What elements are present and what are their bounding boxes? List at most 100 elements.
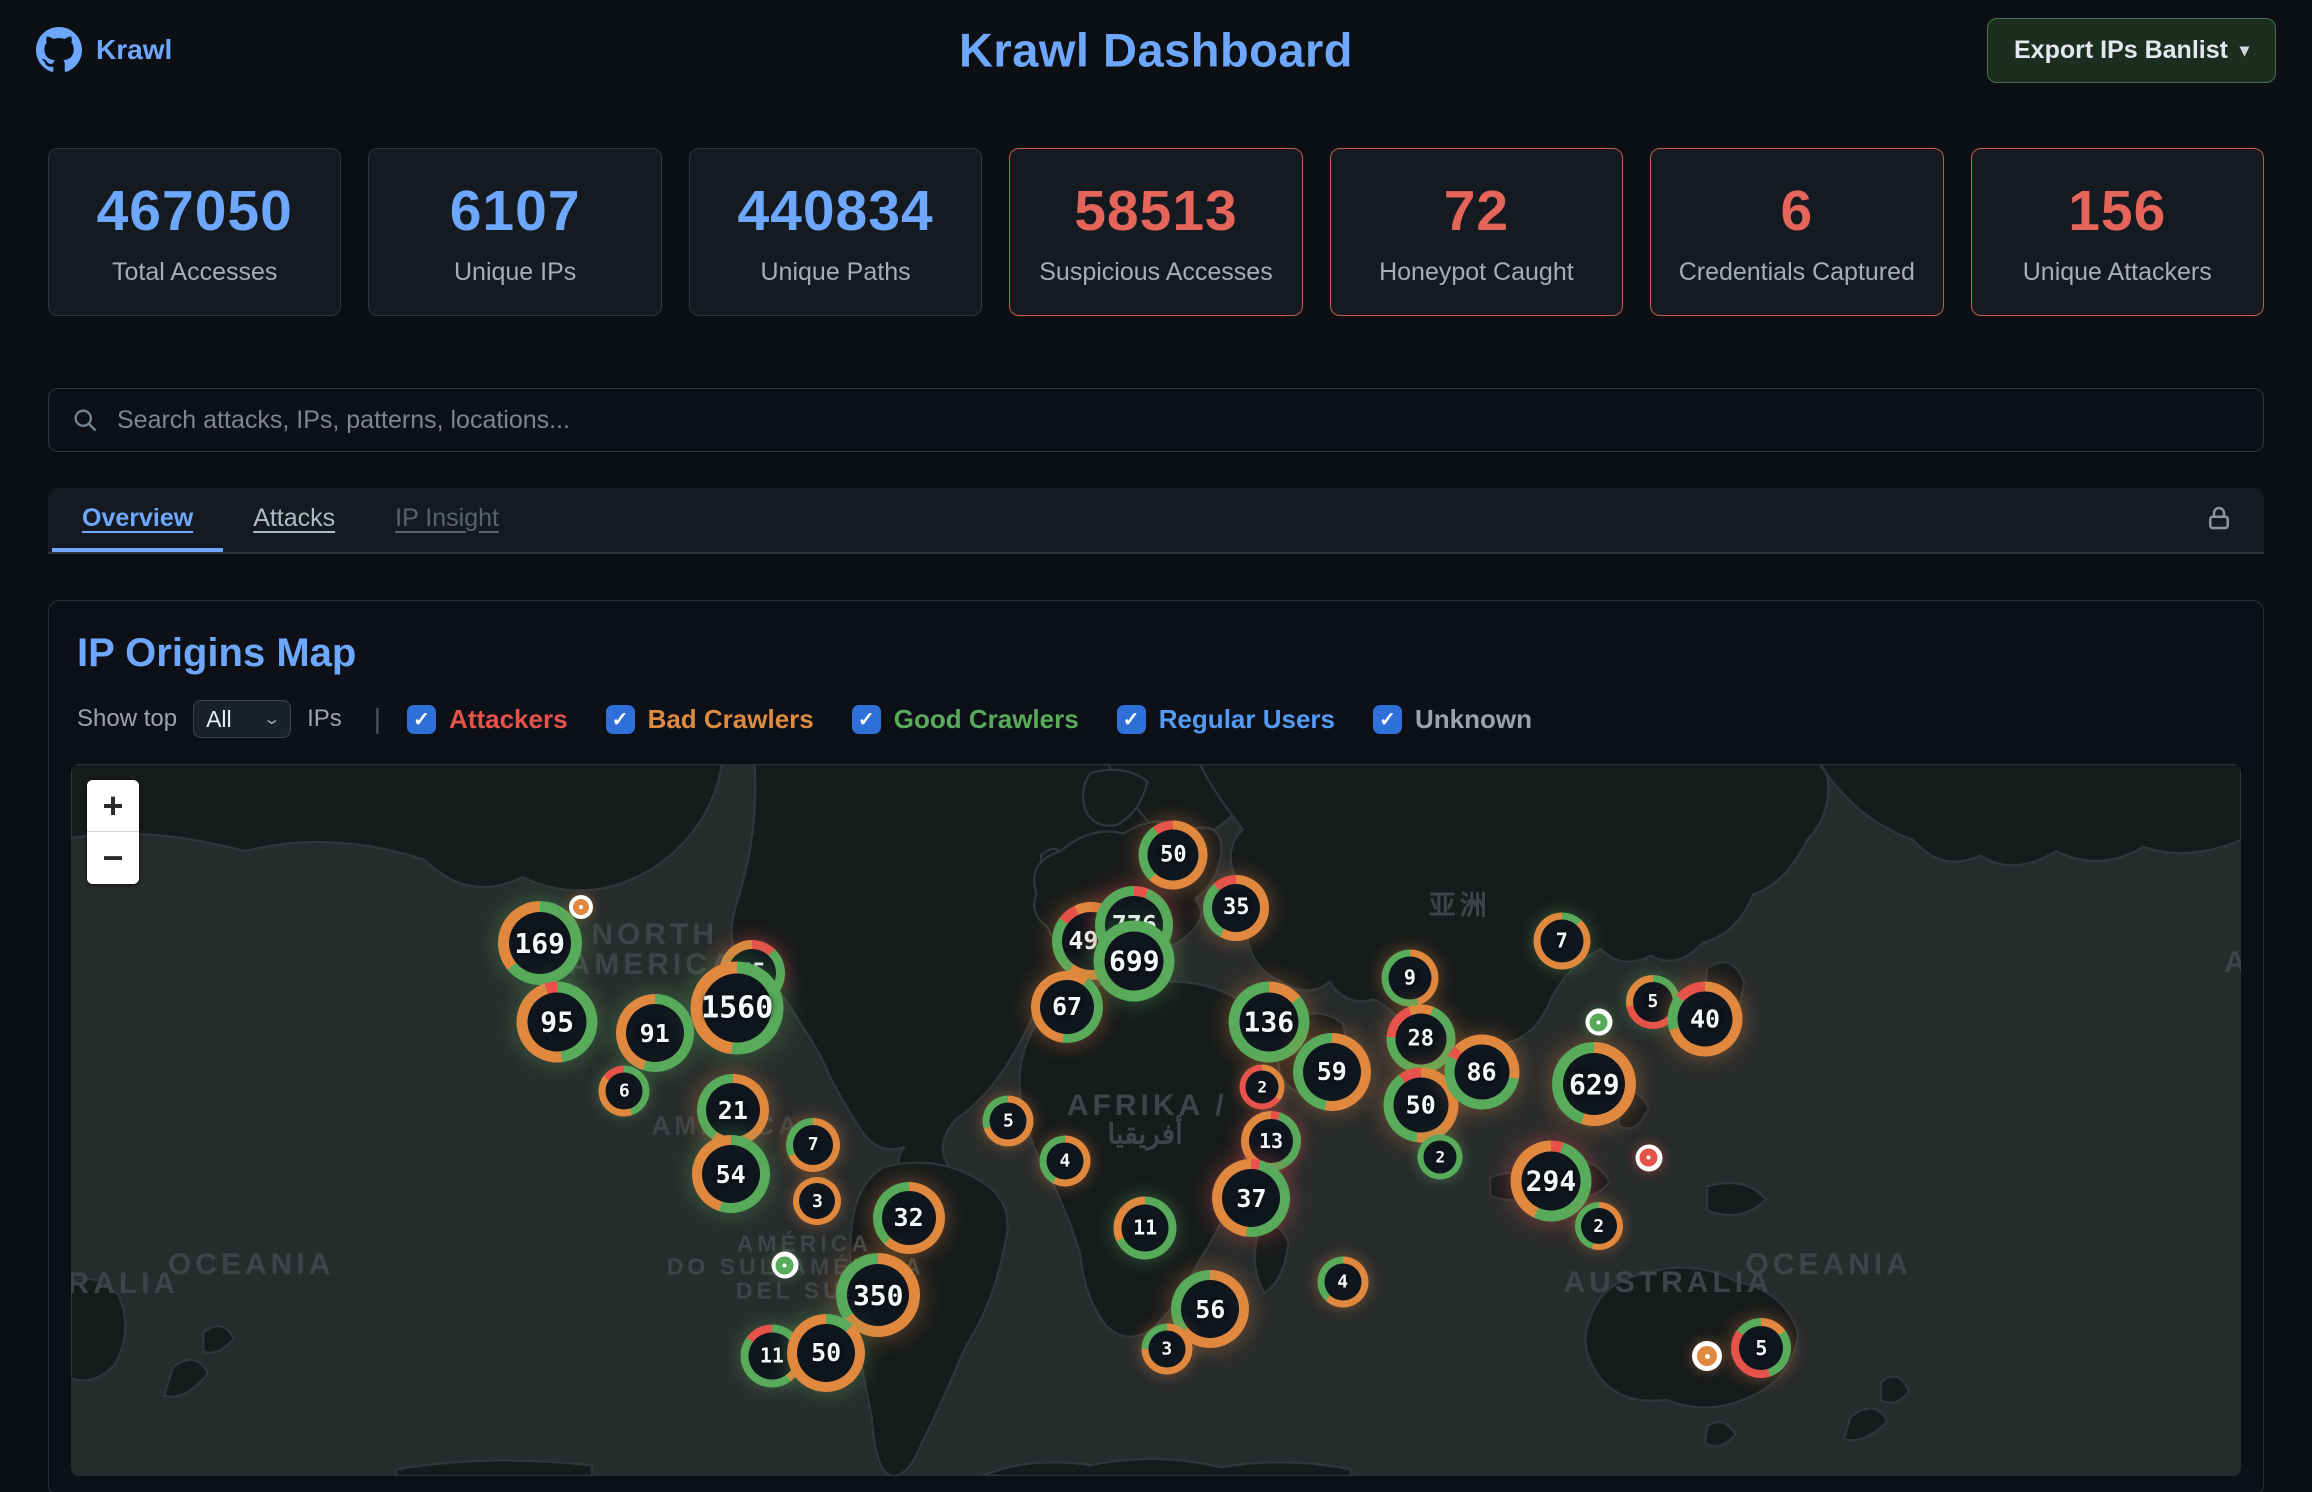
legend-item-bad-crawlers[interactable]: ✓ Bad Crawlers [605, 704, 814, 735]
map-marker[interactable]: 91 [615, 994, 694, 1073]
map-marker[interactable]: 21 [696, 1074, 769, 1147]
tab-overview[interactable]: Overview [52, 488, 224, 552]
show-top-value: All [206, 705, 232, 732]
map-marker[interactable]: 11 [740, 1324, 804, 1388]
map-marker-count: 35 [1223, 895, 1250, 921]
map-dot-pin [1646, 1155, 1651, 1160]
map-marker-center: 2 [1245, 1070, 1279, 1104]
map-marker[interactable]: 699 [1093, 920, 1175, 1002]
map-dot-red[interactable] [1635, 1144, 1663, 1172]
stat-label: Total Accesses [112, 257, 278, 286]
map-marker-center: 37 [1222, 1169, 1281, 1228]
map-marker[interactable]: 50 [1138, 820, 1208, 890]
map-dot-orange[interactable] [568, 895, 593, 920]
legend-item-attackers[interactable]: ✓ Attackers [407, 704, 568, 735]
map-marker[interactable]: 67 [1031, 970, 1104, 1043]
map-dot-core [572, 899, 589, 916]
map-marker-count: 3 [1161, 1338, 1173, 1360]
checkbox-bad-crawlers-checked[interactable]: ✓ [605, 704, 635, 734]
map-marker-center: 1560 [701, 973, 773, 1043]
map-marker[interactable]: 9 [1381, 949, 1439, 1007]
map-marker[interactable]: 169 [497, 901, 582, 986]
map-marker[interactable]: 37 [1212, 1159, 1291, 1238]
map-marker[interactable]: 54 [691, 1135, 770, 1214]
map-marker-count: 50 [1160, 842, 1187, 868]
map-marker-count: 50 [1405, 1090, 1436, 1120]
map-marker-center: 50 [1393, 1077, 1449, 1133]
map-marker-center: 91 [625, 1004, 684, 1063]
map-dot-orange[interactable] [1692, 1341, 1723, 1372]
tab-bar: Overview Attacks IP Insight [48, 488, 2264, 554]
map-marker[interactable]: 3 [1141, 1323, 1193, 1375]
map-marker[interactable]: 59 [1292, 1032, 1371, 1111]
map-marker[interactable]: 40 [1667, 981, 1743, 1057]
map-marker-center: 3 [799, 1183, 836, 1220]
export-banlist-label: Export IPs Banlist [2014, 35, 2228, 64]
map-marker[interactable]: 5 [1625, 974, 1680, 1029]
map-marker[interactable]: 629 [1552, 1042, 1637, 1127]
checkbox-good-crawlers-checked[interactable]: ✓ [851, 704, 881, 734]
checkbox-regular-users-checked[interactable]: ✓ [1116, 704, 1146, 734]
map-marker-count: 13 [1258, 1128, 1284, 1153]
map-title: IP Origins Map [77, 631, 357, 675]
map-marker[interactable]: 11 [1113, 1196, 1177, 1259]
map-marker[interactable]: 136 [1228, 981, 1310, 1063]
map-marker[interactable]: 95 [516, 981, 598, 1063]
legend-item-regular-users[interactable]: ✓ Regular Users [1116, 704, 1335, 735]
world-map[interactable]: + − NORTHAMERICAAMERICAAMÉRICADO SUL;AMÉ… [71, 764, 2241, 1476]
map-marker[interactable]: 5 [1731, 1317, 1792, 1378]
map-marker-center: 32 [881, 1190, 936, 1245]
map-marker[interactable]: 35 [1203, 874, 1270, 941]
map-marker[interactable]: 3 [793, 1177, 842, 1226]
tab-attacks[interactable]: Attacks [253, 503, 336, 532]
caret-down-icon: ▾ [2239, 39, 2249, 60]
map-marker[interactable]: 7 [1533, 912, 1591, 970]
map-marker[interactable]: 5 [982, 1095, 1034, 1147]
legend-item-good-crawlers[interactable]: ✓ Good Crawlers [851, 704, 1079, 735]
zoom-in-button[interactable]: + [87, 780, 139, 832]
map-marker-count: 2 [1435, 1147, 1446, 1167]
map-marker[interactable]: 294 [1510, 1140, 1592, 1222]
map-marker-count: 11 [759, 1343, 784, 1368]
brand: Krawl [36, 27, 172, 73]
lock-icon[interactable] [2204, 503, 2234, 538]
map-dot-pin [782, 1263, 787, 1268]
legend-label: Unknown [1415, 703, 1532, 734]
zoom-out-button[interactable]: − [87, 832, 139, 884]
map-marker[interactable]: 1560 [690, 961, 784, 1055]
tab-ip-insight[interactable]: IP Insight [395, 503, 499, 532]
map-region-label: AMÉRICA [736, 1230, 873, 1257]
legend-divider: | [373, 703, 382, 734]
map-marker-count: 59 [1316, 1057, 1347, 1087]
stat-label: Suspicious Accesses [1039, 257, 1273, 286]
map-marker[interactable]: 28 [1386, 1004, 1456, 1074]
show-top-select[interactable]: All ⌄ [193, 700, 292, 738]
map-dot-green[interactable] [1585, 1008, 1613, 1036]
map-marker[interactable]: 86 [1444, 1034, 1519, 1110]
map-marker[interactable]: 4 [1039, 1135, 1091, 1187]
map-dot-green[interactable] [771, 1251, 799, 1279]
map-region-label: AUSTRALIA [1563, 1266, 1773, 1300]
ips-label: IPs [307, 705, 342, 732]
legend-item-unknown[interactable]: ✓ Unknown [1373, 704, 1532, 735]
map-marker[interactable]: 50 [787, 1313, 866, 1392]
map-marker[interactable]: 6 [598, 1065, 650, 1117]
map-marker[interactable]: 4 [1317, 1256, 1369, 1308]
map-marker[interactable]: 2 [1417, 1134, 1463, 1180]
map-marker-center: 54 [701, 1145, 760, 1204]
checkbox-unknown-checked[interactable]: ✓ [1373, 704, 1402, 734]
map-marker-center: 4 [1324, 1263, 1362, 1301]
map-marker[interactable]: 2 [1239, 1064, 1285, 1110]
checkbox-attackers-checked[interactable]: ✓ [407, 704, 437, 734]
map-marker[interactable]: 13 [1241, 1110, 1301, 1171]
map-marker[interactable]: 2 [1574, 1202, 1623, 1251]
map-marker[interactable]: 32 [872, 1181, 945, 1254]
stat-value: 6 [1780, 178, 1814, 243]
export-banlist-button[interactable]: Export IPs Banlist ▾ [1987, 17, 2276, 83]
stat-label: Unique Attackers [2022, 257, 2212, 286]
stat-value: 440834 [737, 178, 934, 243]
map-marker-center: 7 [793, 1124, 834, 1165]
map-marker-center: 5 [1739, 1325, 1784, 1370]
map-marker[interactable]: 7 [786, 1117, 841, 1172]
search-input[interactable] [117, 405, 2241, 435]
